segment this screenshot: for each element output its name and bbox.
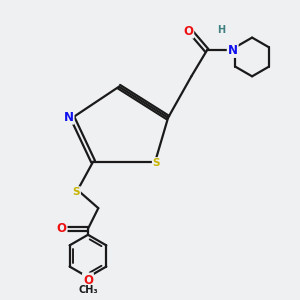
Text: O: O [57,222,67,235]
Text: S: S [153,158,160,168]
Text: S: S [73,187,80,197]
Text: CH₃: CH₃ [78,285,98,295]
Text: O: O [183,25,193,38]
Text: N: N [64,111,74,124]
Text: H: H [217,25,225,35]
Text: O: O [83,274,93,286]
Text: N: N [228,44,238,57]
